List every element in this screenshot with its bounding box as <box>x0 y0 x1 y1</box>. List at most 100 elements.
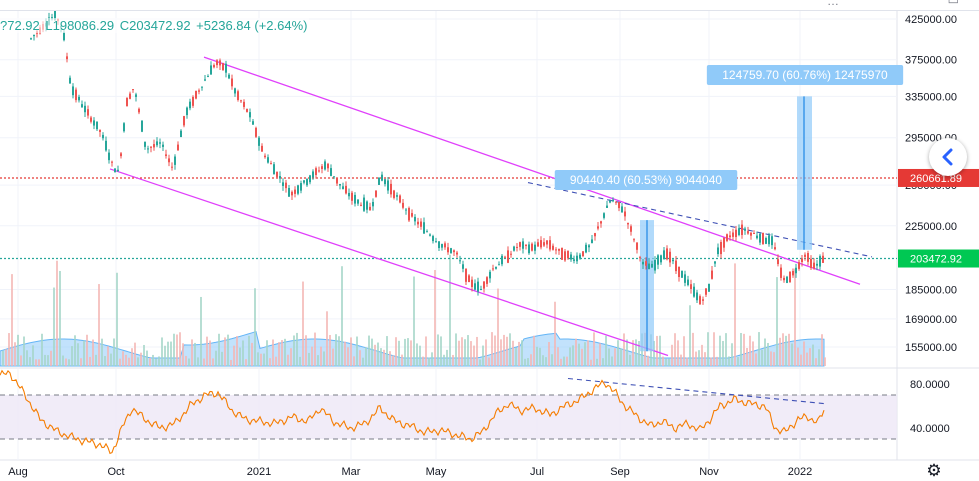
volume-bar <box>440 336 442 366</box>
candle-up <box>717 247 719 255</box>
volume-bar <box>125 354 127 366</box>
ohlc-legend: ?72.92 L198086.29 C203472.92 +5236.84 (+… <box>0 18 310 33</box>
candle-up <box>462 264 464 269</box>
candle-down <box>618 201 620 209</box>
candle-down <box>129 93 131 99</box>
volume-bar <box>653 340 655 366</box>
volume-bar <box>797 347 799 366</box>
candle-down <box>792 270 794 276</box>
candle-up <box>642 261 644 265</box>
more-icon[interactable]: … <box>827 0 839 8</box>
candle-up <box>258 137 260 146</box>
candle-down <box>285 182 287 189</box>
candle-down <box>813 262 815 269</box>
volume-bar <box>107 346 109 366</box>
volume-bar <box>599 343 601 366</box>
volume-bar <box>356 336 358 366</box>
candle-down <box>375 190 377 197</box>
volume-bar <box>638 341 640 366</box>
volume-bar <box>815 358 817 366</box>
candle-up <box>522 241 524 249</box>
measure-label-1: 90440.40 (60.53%) 9044040 <box>554 170 738 190</box>
volume-bar <box>434 270 436 366</box>
candle-down <box>198 90 200 92</box>
volume-bar <box>530 354 532 366</box>
volume-bar <box>455 333 457 366</box>
volume-bar <box>710 357 712 366</box>
volume-bar <box>512 340 514 366</box>
volume-bar <box>308 352 310 366</box>
last-price-tag: 203472.92 <box>910 254 962 266</box>
gear-icon[interactable]: ⚙ <box>926 461 942 480</box>
candle-down <box>702 299 704 301</box>
volume-bar <box>806 352 808 366</box>
candle-down <box>690 284 692 289</box>
candle-down <box>165 154 167 156</box>
volume-bar <box>422 356 424 366</box>
candle-down <box>750 232 752 236</box>
volume-bar <box>539 347 541 366</box>
candle-down <box>594 233 596 237</box>
candle-up <box>654 259 656 271</box>
candle-up <box>330 168 332 176</box>
candle-up <box>438 241 440 249</box>
volume-bar <box>284 338 286 366</box>
volume-bar <box>497 288 499 366</box>
volume-bar <box>74 335 76 366</box>
volume-bar <box>821 334 823 366</box>
candle-down <box>633 239 635 241</box>
candle-up <box>69 77 71 84</box>
candle-up <box>681 270 683 278</box>
volume-bar <box>170 341 172 366</box>
scroll-nav-button[interactable] <box>929 138 967 176</box>
candles-layer <box>30 7 824 305</box>
candle-up <box>312 171 314 178</box>
volume-bar <box>533 335 535 366</box>
volume-bar <box>374 344 376 366</box>
volume-bar <box>437 334 439 366</box>
candle-up <box>234 88 236 94</box>
candle-down <box>483 281 485 289</box>
candle-up <box>696 292 698 301</box>
volume-bar <box>89 356 91 366</box>
volume-bar <box>752 341 754 366</box>
volume-bar <box>731 343 733 366</box>
candle-down <box>192 96 194 106</box>
volume-bar <box>566 356 568 366</box>
volume-bar <box>410 340 412 366</box>
candle-down <box>525 244 527 246</box>
volume-bar <box>302 281 304 366</box>
candle-up <box>450 248 452 254</box>
candle-down <box>555 249 557 251</box>
candle-up <box>279 176 281 179</box>
minimize-icon[interactable]: ▭ <box>947 0 959 7</box>
volume-bar <box>674 333 676 366</box>
volume-bar <box>734 263 736 366</box>
legend-change: +5236.84 (+2.64%) <box>196 18 308 33</box>
candle-up <box>603 213 605 218</box>
candle-up <box>795 267 797 274</box>
volume-bar <box>179 332 181 366</box>
volume-bar <box>278 342 280 366</box>
volume-bar <box>590 359 592 366</box>
volume-bar <box>824 357 826 366</box>
volume-bar <box>338 336 340 366</box>
candle-down <box>315 168 317 176</box>
candle-up <box>339 184 341 186</box>
volume-bar <box>293 335 295 366</box>
candle-down <box>276 171 278 177</box>
volume-bar <box>263 353 265 366</box>
price-tick-label: 225000.00 <box>905 221 957 233</box>
candle-up <box>426 231 428 233</box>
time-tick-label: Jul <box>530 466 544 478</box>
volume-bar <box>260 353 262 366</box>
volume-bar <box>623 333 625 366</box>
candle-up <box>282 182 284 186</box>
candle-down <box>255 127 257 137</box>
candle-down <box>732 232 734 237</box>
volume-bar <box>317 355 319 366</box>
candle-up <box>354 194 356 204</box>
volume-bar <box>140 352 142 366</box>
volume-bar <box>608 348 610 366</box>
